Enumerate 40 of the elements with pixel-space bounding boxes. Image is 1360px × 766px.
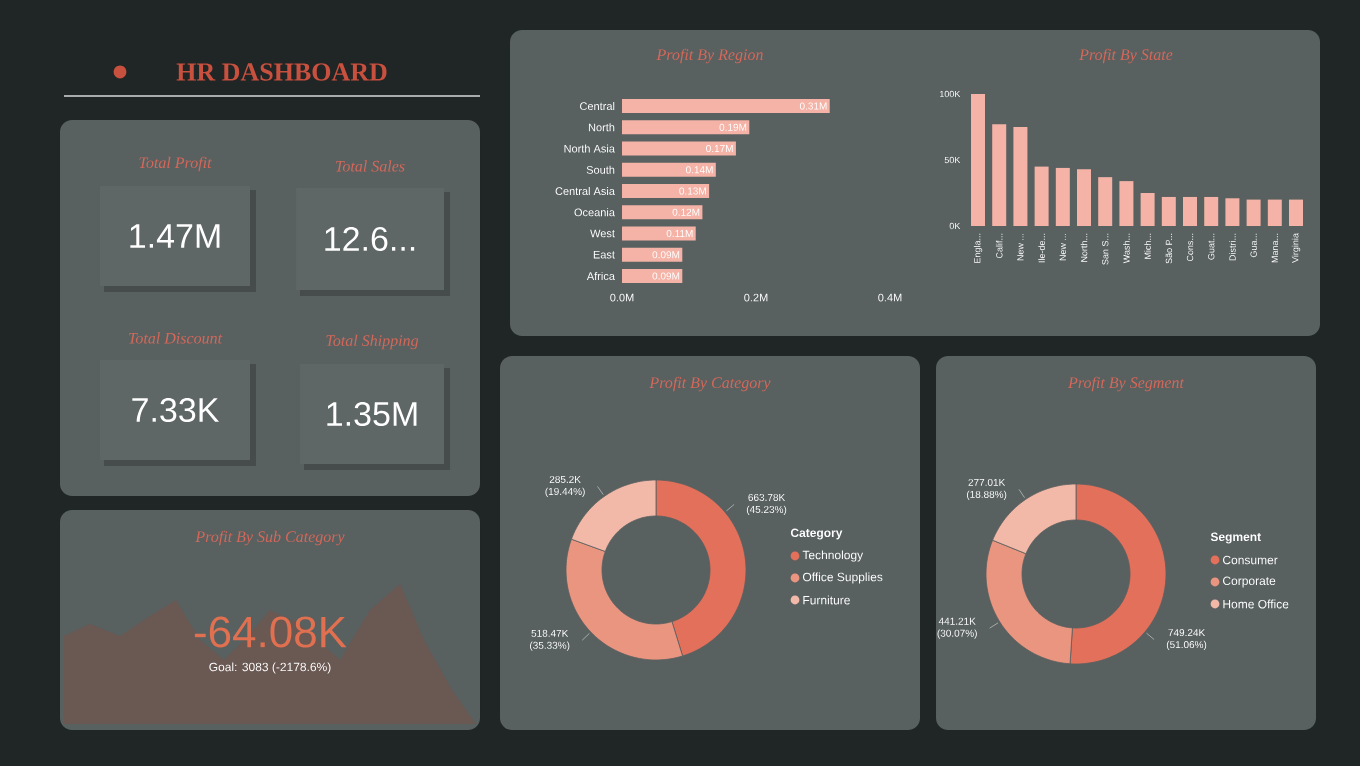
bar (622, 226, 696, 241)
text: Total Profit (139, 156, 212, 172)
bar (622, 162, 716, 177)
bar (1289, 199, 1304, 226)
bar (622, 247, 683, 262)
chart-title: Profit By Region (656, 48, 763, 64)
text: Total Sales (335, 160, 405, 172)
bar (1055, 167, 1070, 226)
bar (1034, 166, 1049, 226)
bar (622, 141, 736, 156)
bar (1183, 196, 1198, 226)
text: 7.33K (132, 397, 220, 423)
text: 1.47M (130, 224, 220, 248)
bar (622, 205, 703, 220)
text: Total Shipping (326, 334, 419, 350)
bar (1013, 126, 1028, 226)
bar (622, 184, 710, 198)
bar (622, 268, 683, 283)
bar (1098, 177, 1113, 226)
text: -64.08K (194, 616, 347, 648)
bar (1119, 181, 1134, 226)
bar (622, 99, 830, 114)
bar (971, 93, 986, 226)
chart-title: Profit By Segment (1068, 376, 1185, 392)
chart-title: Profit By State (1079, 48, 1173, 64)
text: 12.6... (325, 226, 415, 252)
bar (1140, 192, 1155, 226)
bar (992, 124, 1007, 226)
bar (1077, 169, 1092, 226)
text: HR DASHBOARD (176, 63, 387, 81)
bar (622, 120, 750, 135)
bar (1161, 196, 1176, 226)
text: 1.35M (327, 401, 417, 427)
bar (1225, 198, 1240, 226)
text: Total Discount (128, 332, 223, 344)
bar (1204, 196, 1219, 226)
text: Profit By Sub Category (195, 530, 345, 546)
bar (1267, 199, 1282, 226)
chart-title: Profit By Category (649, 376, 771, 392)
bar (1246, 199, 1261, 226)
